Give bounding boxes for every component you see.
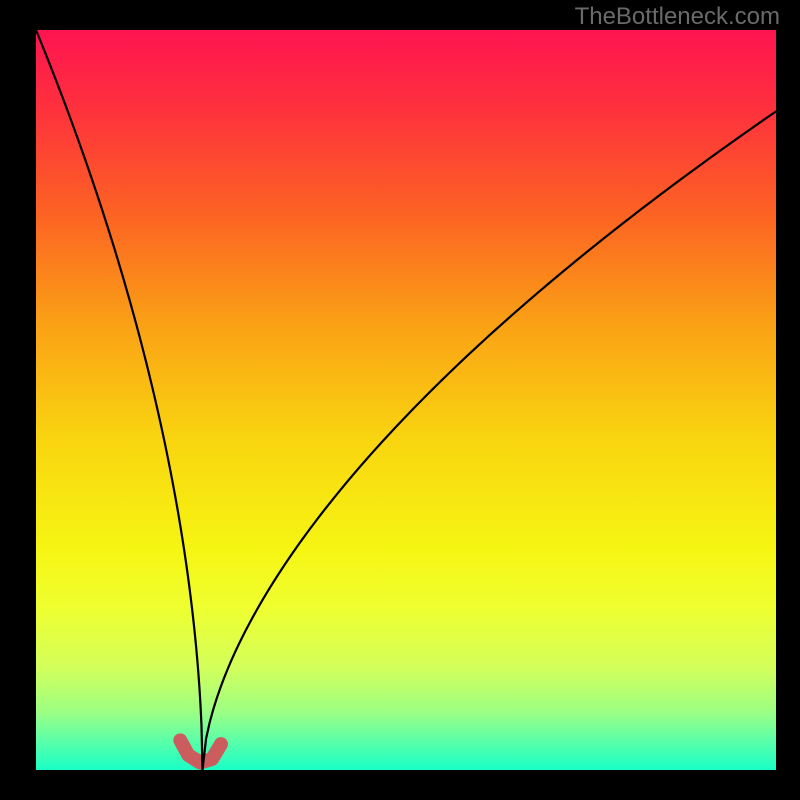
plot-gradient-background <box>36 30 776 770</box>
watermark-text: TheBottleneck.com <box>575 3 780 30</box>
chart-stage: TheBottleneck.com <box>0 0 800 800</box>
bottleneck-chart-svg: TheBottleneck.com <box>0 0 800 800</box>
